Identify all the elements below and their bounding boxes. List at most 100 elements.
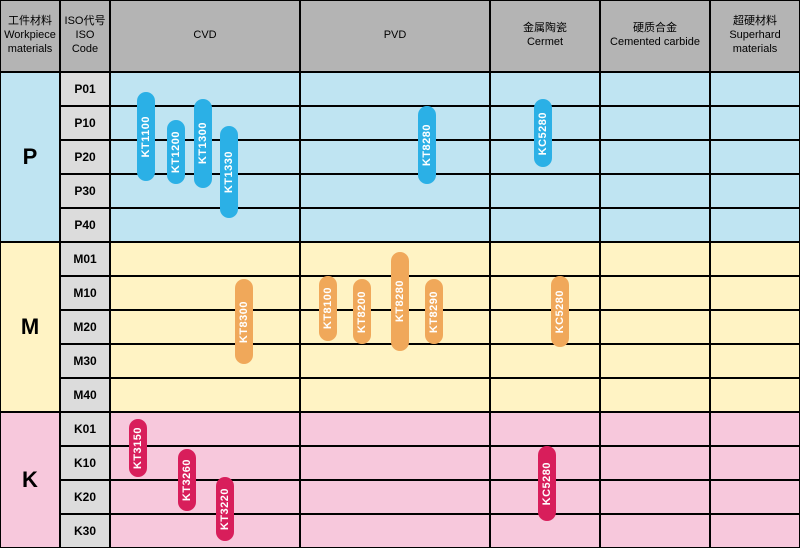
grid-cell <box>710 208 800 242</box>
grid-cell <box>300 446 490 480</box>
grid-cell <box>710 412 800 446</box>
grid-cell <box>490 174 600 208</box>
grade-pill-label: KT8280 <box>394 280 406 322</box>
grade-pill: KT3220 <box>216 477 234 542</box>
iso-codes-col: M01M10M20M30M40 <box>60 242 110 412</box>
grid-cell <box>300 140 490 174</box>
grid-cell <box>300 174 490 208</box>
header-text: Cemented carbide <box>610 36 700 50</box>
data-col-cemented <box>600 412 710 548</box>
iso-code-cell: M20 <box>60 310 110 344</box>
grid-cell <box>710 446 800 480</box>
iso-code-cell: P30 <box>60 174 110 208</box>
grid-cell <box>490 276 600 310</box>
iso-code-cell: K10 <box>60 446 110 480</box>
grid-cell <box>490 208 600 242</box>
group-label: M <box>0 242 60 412</box>
grid-cell <box>710 310 800 344</box>
header-pvd: PVD <box>300 0 490 72</box>
grid-cell <box>490 344 600 378</box>
header-text: 金属陶瓷 <box>523 22 567 36</box>
grid-cell <box>490 412 600 446</box>
grid-cell <box>710 514 800 548</box>
iso-code-cell: M30 <box>60 344 110 378</box>
grid-cell <box>710 344 800 378</box>
header-text: ISO <box>76 29 95 43</box>
header-text: materials <box>8 43 53 57</box>
grid-cell <box>600 310 710 344</box>
grid-cell <box>600 242 710 276</box>
header-text: 硬质合金 <box>633 22 677 36</box>
header-cemented: 硬质合金Cemented carbide <box>600 0 710 72</box>
grid-cell <box>300 106 490 140</box>
data-col-pvd <box>300 412 490 548</box>
data-col-pvd <box>300 72 490 242</box>
grid-cell <box>300 514 490 548</box>
grade-pill: KT1300 <box>194 99 212 187</box>
data-col-cemented <box>600 72 710 242</box>
grade-pill: KT1330 <box>220 126 238 218</box>
grid-cell <box>600 72 710 106</box>
data-col-superhard <box>710 72 800 242</box>
grade-pill-label: KT8300 <box>238 301 250 343</box>
iso-code-cell: P10 <box>60 106 110 140</box>
grid-cell <box>710 106 800 140</box>
grid-cell <box>110 242 300 276</box>
grade-application-chart: 工件材料WorkpiecematerialsISO代号ISOCodeCVDPVD… <box>0 0 800 560</box>
grade-pill: KC5280 <box>551 276 569 347</box>
header-text: PVD <box>384 29 407 43</box>
header-text: materials <box>733 43 778 57</box>
header-cermet: 金属陶瓷Cermet <box>490 0 600 72</box>
grid-cell <box>600 276 710 310</box>
data-col-cvd <box>110 242 300 412</box>
grid-cell <box>710 174 800 208</box>
grid-cell <box>490 378 600 412</box>
grid-cell <box>710 378 800 412</box>
header-text: Code <box>72 43 98 57</box>
grid-cell <box>110 480 300 514</box>
group-label: P <box>0 72 60 242</box>
header-superhard: 超硬材料Superhardmaterials <box>710 0 800 72</box>
header-text: CVD <box>193 29 216 43</box>
grid-cell <box>600 344 710 378</box>
iso-codes-col: P01P10P20P30P40 <box>60 72 110 242</box>
grid-cell <box>110 514 300 548</box>
header-workpiece: 工件材料Workpiecematerials <box>0 0 60 72</box>
data-col-superhard <box>710 412 800 548</box>
iso-code-cell: P01 <box>60 72 110 106</box>
grid-cell <box>110 310 300 344</box>
grid-cell <box>490 310 600 344</box>
grade-pill: KT8200 <box>353 279 371 344</box>
grade-pill-label: KT8290 <box>428 291 440 333</box>
grid-cell <box>710 140 800 174</box>
grade-pill: KT8280 <box>418 106 436 184</box>
grid-cell <box>110 378 300 412</box>
grid-cell <box>600 514 710 548</box>
grid-cell <box>600 378 710 412</box>
header-text: Cermet <box>527 36 563 50</box>
grid-cell <box>600 208 710 242</box>
grid-cell <box>710 242 800 276</box>
grade-pill-label: KT3220 <box>219 488 231 530</box>
grid-cell <box>300 208 490 242</box>
grade-pill-label: KC5280 <box>554 290 566 333</box>
grade-pill: KT3150 <box>129 419 147 477</box>
grade-pill: KT1100 <box>137 92 155 180</box>
grade-pill: KT1200 <box>167 120 185 185</box>
grid-cell <box>600 446 710 480</box>
grade-pill-label: KT1200 <box>170 131 182 173</box>
iso-code-cell: M01 <box>60 242 110 276</box>
header-iso_code: ISO代号ISOCode <box>60 0 110 72</box>
grid-cell <box>490 242 600 276</box>
grid-cell <box>300 378 490 412</box>
grade-pill: KC5280 <box>538 446 556 521</box>
header-text: ISO代号 <box>65 15 106 29</box>
grid-cell <box>600 174 710 208</box>
grade-pill-label: KT1100 <box>140 116 152 158</box>
header-text: 超硬材料 <box>733 15 777 29</box>
group-K: KK01K10K20K30KT3150KT3260KT3220KC5280 <box>0 412 800 548</box>
header-text: Workpiece <box>4 29 56 43</box>
group-label: K <box>0 412 60 548</box>
grid-cell <box>110 276 300 310</box>
grade-pill-label: KT8100 <box>322 287 334 329</box>
